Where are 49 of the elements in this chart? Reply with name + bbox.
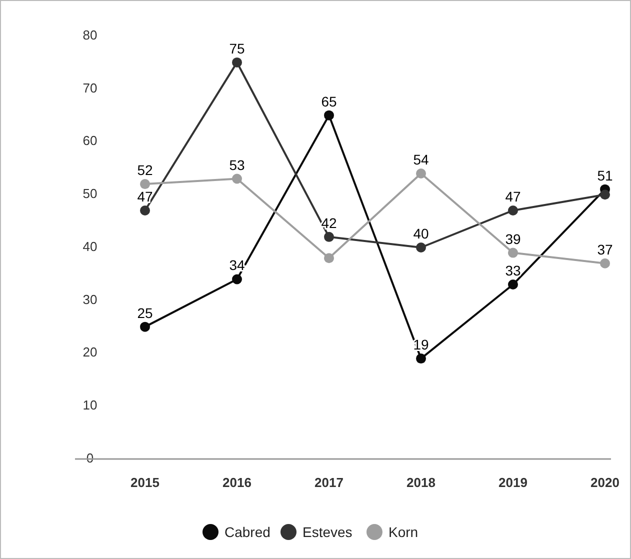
data-label: 47 [505,188,521,204]
point [416,354,426,364]
data-label: 54 [413,151,429,168]
data-label: 53 [229,156,245,173]
point [324,253,334,264]
data-label: 25 [137,304,153,321]
x-tick-label: 2016 [222,475,252,490]
data-label: 33 [505,262,521,279]
x-tick-label: 2019 [498,475,528,490]
y-tick-label: 30 [82,292,98,307]
point [140,322,150,332]
point [416,168,426,178]
data-label: 34 [229,257,245,274]
point [600,258,610,268]
x-tick-label: 2020 [590,475,620,490]
data-label: 42 [321,214,337,231]
x-tick-label: 2015 [130,475,160,490]
point [324,110,334,120]
y-tick-label: 50 [82,186,98,202]
y-tick-label: 80 [82,27,98,42]
point [324,232,334,242]
legend-label: Esteves [302,524,352,540]
data-label: 40 [413,226,429,242]
data-label: 52 [137,162,153,178]
data-label: 65 [321,93,337,110]
legend-label: Korn [388,524,418,540]
legend-label: Cabred [224,524,270,540]
y-tick-label: 20 [82,344,98,360]
x-tick-label: 2018 [406,475,436,490]
data-label: 39 [505,230,521,247]
y-tick-label: 10 [82,398,98,413]
point [508,248,518,258]
point [232,57,242,68]
point [508,205,518,216]
point [232,274,242,284]
point [140,179,150,190]
point [416,242,426,252]
y-tick-label: 40 [82,238,98,254]
y-tick-label: 60 [82,133,98,148]
x-tick-label: 2017 [314,475,344,490]
data-label: 47 [137,188,153,204]
point [508,280,518,290]
data-label: 75 [229,40,245,56]
y-tick-label: 70 [82,80,98,96]
point [600,190,610,200]
data-label: 51 [597,167,613,184]
point [232,174,242,184]
point [140,205,150,216]
data-label: 37 [597,241,613,258]
